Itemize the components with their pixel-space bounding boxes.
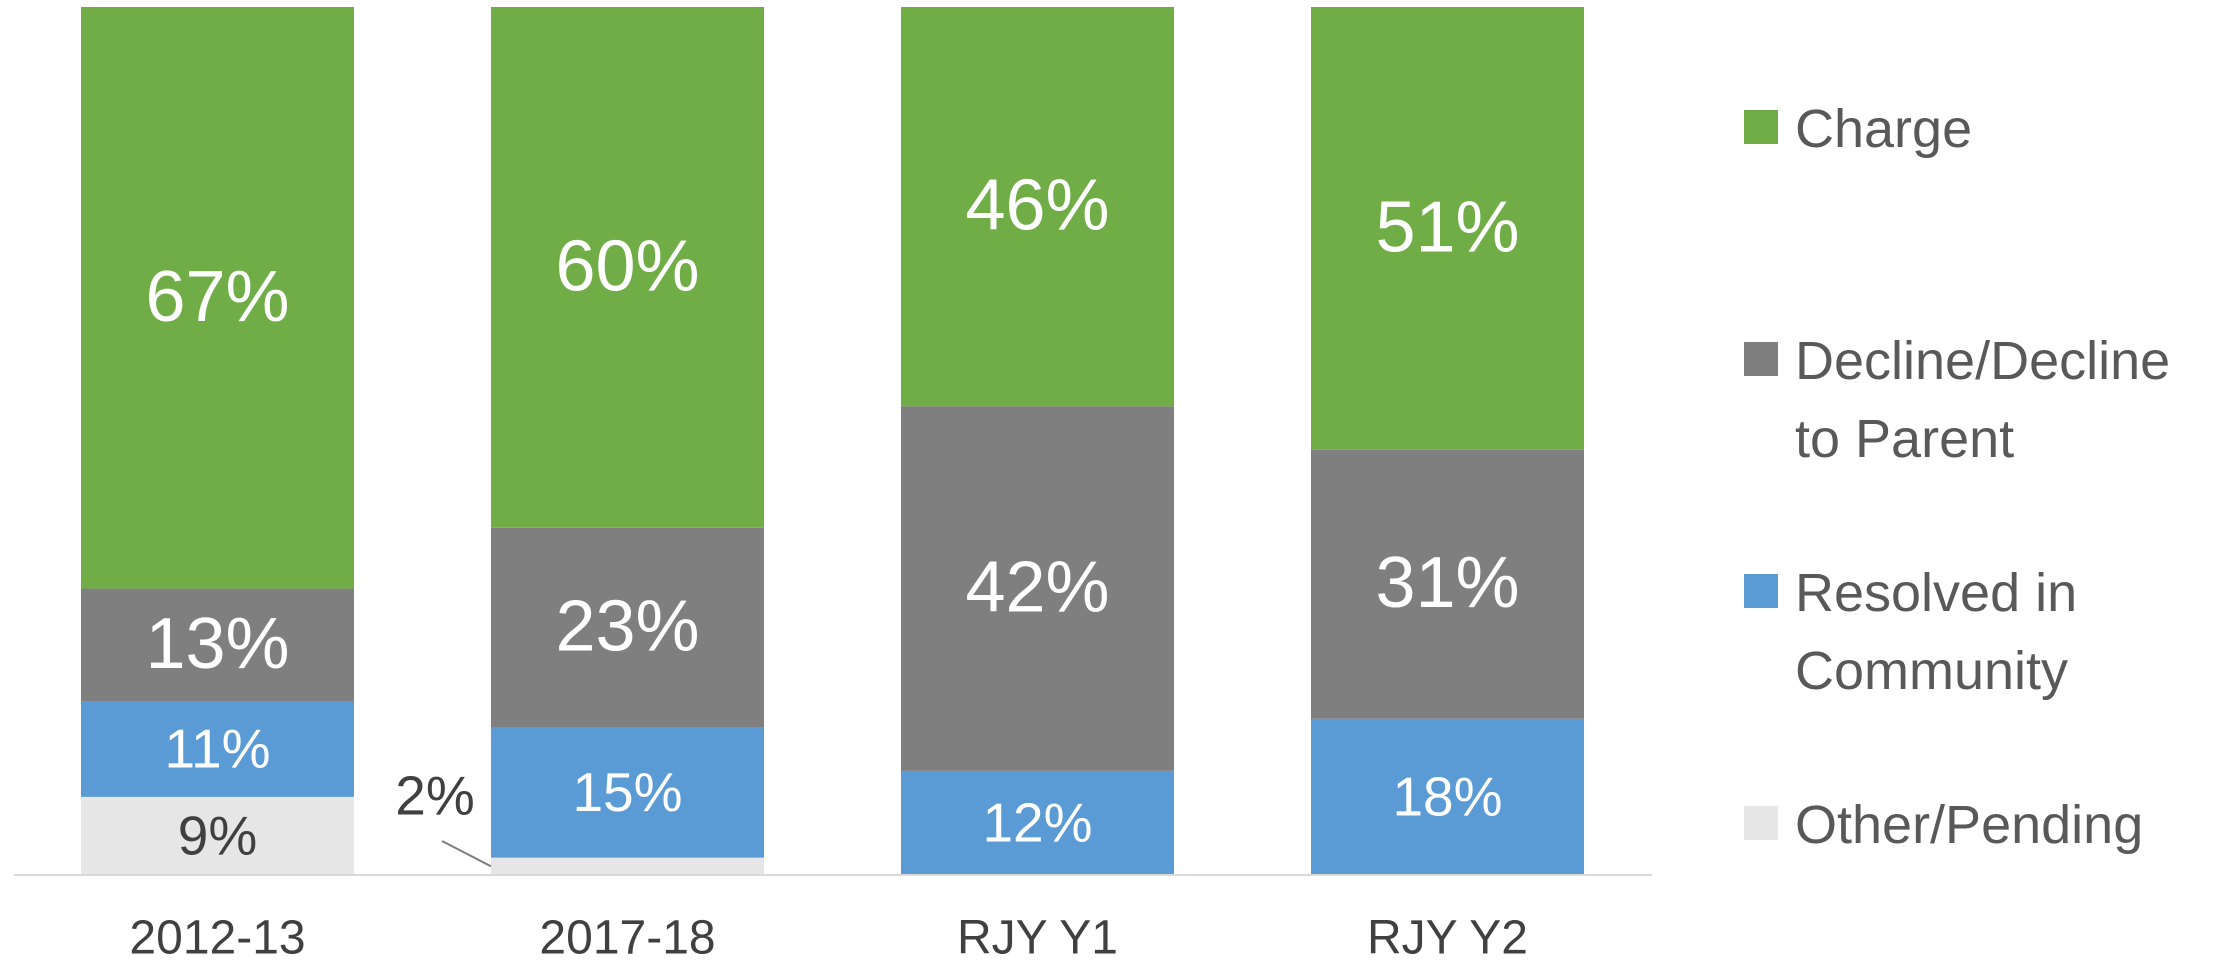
x-tick-label: RJY Y1 xyxy=(957,912,1118,965)
legend-item: Resolved in Community xyxy=(1744,554,2184,786)
bar-segment xyxy=(491,7,764,528)
leader-line xyxy=(441,840,492,868)
legend-item: Other/Pending xyxy=(1744,786,2184,972)
data-label: 15% xyxy=(572,761,682,823)
bar-segment xyxy=(81,588,354,702)
data-label: 12% xyxy=(982,791,1092,853)
legend-label: Resolved in Community xyxy=(1795,563,2078,701)
bar-segment xyxy=(491,727,764,858)
legend-label: Decline/Decline to Parent xyxy=(1795,331,2171,469)
legend-item: Decline/Decline to Parent xyxy=(1744,322,2184,554)
data-label: 67% xyxy=(145,257,289,337)
legend: Charge Decline/Decline to Parent Resolved … xyxy=(1744,90,2184,972)
bar-segment xyxy=(1311,7,1584,450)
data-label: 11% xyxy=(165,718,271,780)
bar-segment xyxy=(81,701,354,797)
legend-swatch xyxy=(1744,806,1778,840)
bar-segment xyxy=(491,857,764,875)
bar-segment xyxy=(491,527,764,728)
data-label: 2% xyxy=(395,765,475,827)
bar-segment xyxy=(81,796,354,875)
x-tick-label: 2017-18 xyxy=(539,912,715,965)
legend-swatch xyxy=(1744,342,1778,376)
data-label: 60% xyxy=(555,226,699,306)
legend-swatch xyxy=(1744,574,1778,608)
bar-segment xyxy=(81,7,354,589)
bar-segment xyxy=(901,7,1174,407)
bar-segment xyxy=(901,406,1174,771)
data-label: 42% xyxy=(965,548,1109,628)
legend-swatch xyxy=(1744,110,1778,144)
data-label: 23% xyxy=(555,587,699,667)
data-label: 46% xyxy=(965,166,1109,246)
bar-segment xyxy=(1311,718,1584,875)
data-label: 51% xyxy=(1375,187,1519,267)
legend-item: Charge xyxy=(1744,90,2184,322)
x-tick-label: 2012-13 xyxy=(129,912,305,965)
bar-segment xyxy=(1311,449,1584,719)
data-label: 18% xyxy=(1392,765,1502,827)
data-label: 13% xyxy=(145,604,289,684)
data-label: 9% xyxy=(178,804,258,866)
legend-label: Charge xyxy=(1795,99,1973,159)
x-tick-label: RJY Y2 xyxy=(1367,912,1528,965)
legend-label: Other/Pending xyxy=(1795,795,2144,855)
bar-segment xyxy=(901,770,1174,875)
data-label: 31% xyxy=(1375,543,1519,623)
